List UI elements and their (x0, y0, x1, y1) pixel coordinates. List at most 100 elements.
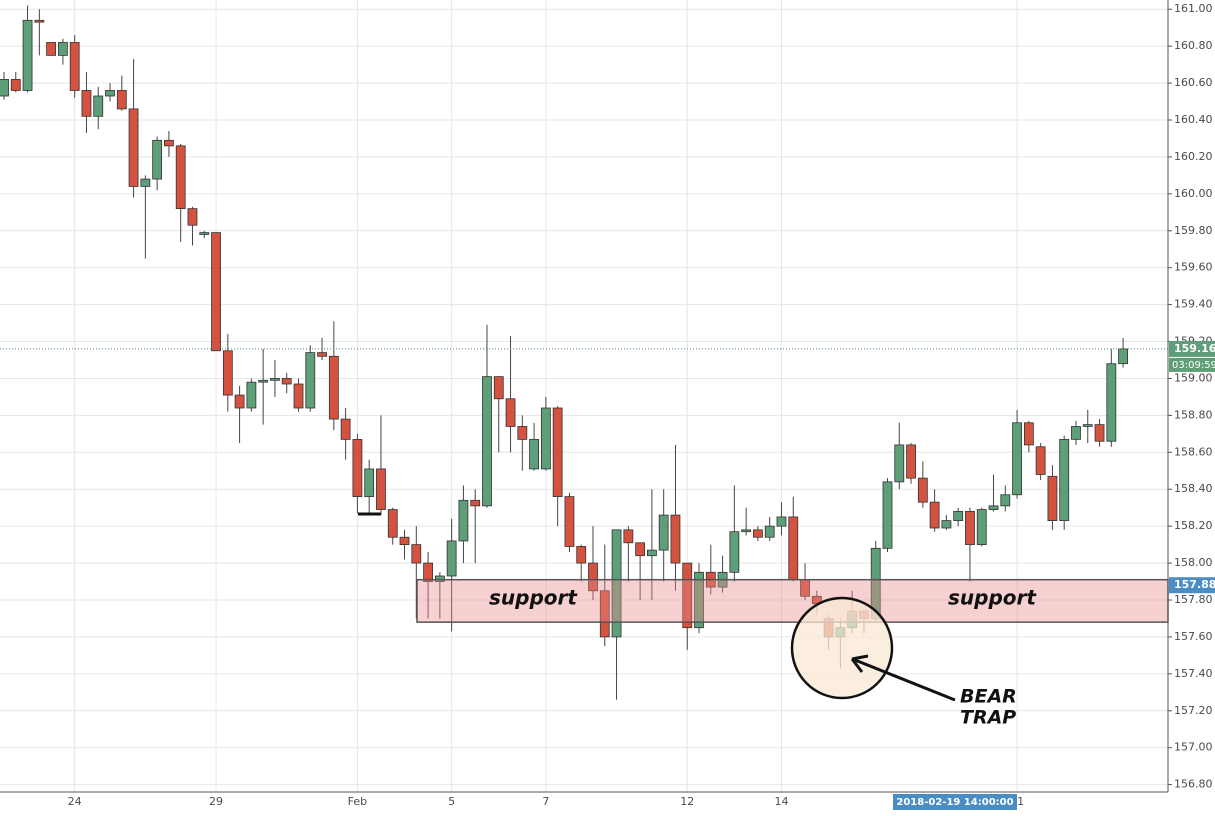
candle-body (105, 90, 115, 97)
crosshair-time-box (893, 794, 1017, 810)
y-tick-label: 158.80 (1174, 408, 1213, 421)
candle-body (988, 505, 999, 510)
trap-circle (790, 596, 894, 700)
y-tick-label: 157.60 (1174, 630, 1213, 643)
candle-body (10, 78, 21, 91)
last-price-label: 159.16 (1174, 342, 1215, 355)
candle-body (1012, 422, 1022, 496)
grid (0, 0, 1168, 792)
candle-body (152, 139, 163, 180)
y-tick-label: 158.00 (1174, 556, 1213, 569)
candle-body (128, 108, 139, 187)
candle-body (965, 510, 975, 546)
candle-body (470, 499, 481, 507)
candle-body (776, 516, 787, 527)
candle-body (729, 531, 740, 573)
candle-body (552, 407, 563, 498)
x-tick-label: 12 (680, 795, 694, 808)
candle-body (588, 562, 598, 592)
candle-body (58, 42, 68, 56)
candle-body (293, 383, 304, 409)
candle-body (411, 544, 422, 564)
y-tick-label: 160.40 (1174, 113, 1213, 126)
candle-body (482, 376, 492, 507)
candle-body (635, 542, 646, 557)
y-tick-label: 159.60 (1174, 261, 1213, 274)
y-tick-label: 156.80 (1174, 778, 1213, 791)
candle-body (46, 42, 57, 56)
y-tick-label: 160.00 (1174, 187, 1213, 200)
candle-body (1000, 494, 1011, 507)
y-tick-label: 159.80 (1174, 224, 1213, 237)
bear-trap-label: BEAR (960, 686, 1017, 708)
candle-body (953, 510, 964, 522)
x-tick-label: 5 (448, 795, 455, 808)
candle-body (1118, 348, 1128, 365)
candle-body (764, 525, 775, 538)
candle-body (140, 178, 151, 187)
trap-arrow-head (850, 654, 869, 673)
candle-body (246, 381, 257, 409)
support-label: support (489, 585, 578, 609)
candle-body (93, 95, 104, 117)
candle-body (1023, 422, 1034, 446)
candle-body (670, 514, 681, 564)
candle-body (364, 468, 375, 498)
bear-trap-label: TRAP (960, 707, 1016, 729)
support-zone (416, 578, 1169, 623)
candle-body (187, 208, 198, 226)
candle-body (941, 520, 952, 529)
candle-body (0, 78, 9, 97)
candle-body (34, 19, 45, 23)
candle-body (222, 350, 233, 396)
y-tick-label: 159.40 (1174, 298, 1213, 311)
x-tick-label: 29 (209, 795, 223, 808)
candle-body (882, 481, 893, 549)
candle-body (211, 232, 221, 352)
candle-body (199, 232, 210, 235)
candle-body (576, 546, 587, 564)
y-tick-label: 160.60 (1174, 76, 1213, 89)
candle-body (22, 19, 33, 91)
candle-body (540, 407, 551, 470)
y-tick-label: 157.00 (1174, 741, 1213, 754)
candle-body (564, 496, 575, 547)
candle-body (517, 426, 528, 440)
y-tick-label: 157.20 (1174, 704, 1213, 717)
crosshair-price-box (1169, 577, 1215, 594)
candle-body (1047, 475, 1058, 522)
candle-body (682, 562, 693, 629)
candle-body (164, 139, 174, 147)
candle-body (175, 145, 186, 210)
candle-body (258, 379, 269, 383)
y-tick-label: 160.20 (1174, 150, 1213, 163)
candle-body (505, 398, 516, 427)
y-tick-label: 158.20 (1174, 519, 1213, 532)
candle-body (976, 509, 987, 546)
candle-body (917, 477, 928, 503)
candle-body (69, 42, 80, 91)
candle-body (694, 571, 704, 629)
candle-body (81, 90, 92, 117)
crosshair-price-label: 157.88 (1174, 578, 1215, 591)
y-tick-label: 161.00 (1174, 2, 1213, 15)
candle-body (434, 575, 445, 582)
candle-body (1035, 446, 1046, 475)
candle-body (623, 529, 634, 544)
candle-body (376, 468, 386, 510)
candle-body (929, 501, 940, 529)
candle-body (399, 536, 410, 546)
candle-body (328, 355, 339, 420)
candle-body (458, 499, 469, 542)
candle-body (599, 590, 610, 638)
candle-body (493, 376, 504, 400)
x-tick-label: 14 (774, 795, 788, 808)
x-tick-label: 24 (68, 795, 82, 808)
x-tick-label: 7 (542, 795, 549, 808)
candle-body (116, 90, 127, 110)
candle-body (741, 529, 752, 533)
y-tick-label: 159.00 (1174, 371, 1213, 384)
y-tick-label: 158.40 (1174, 482, 1213, 495)
